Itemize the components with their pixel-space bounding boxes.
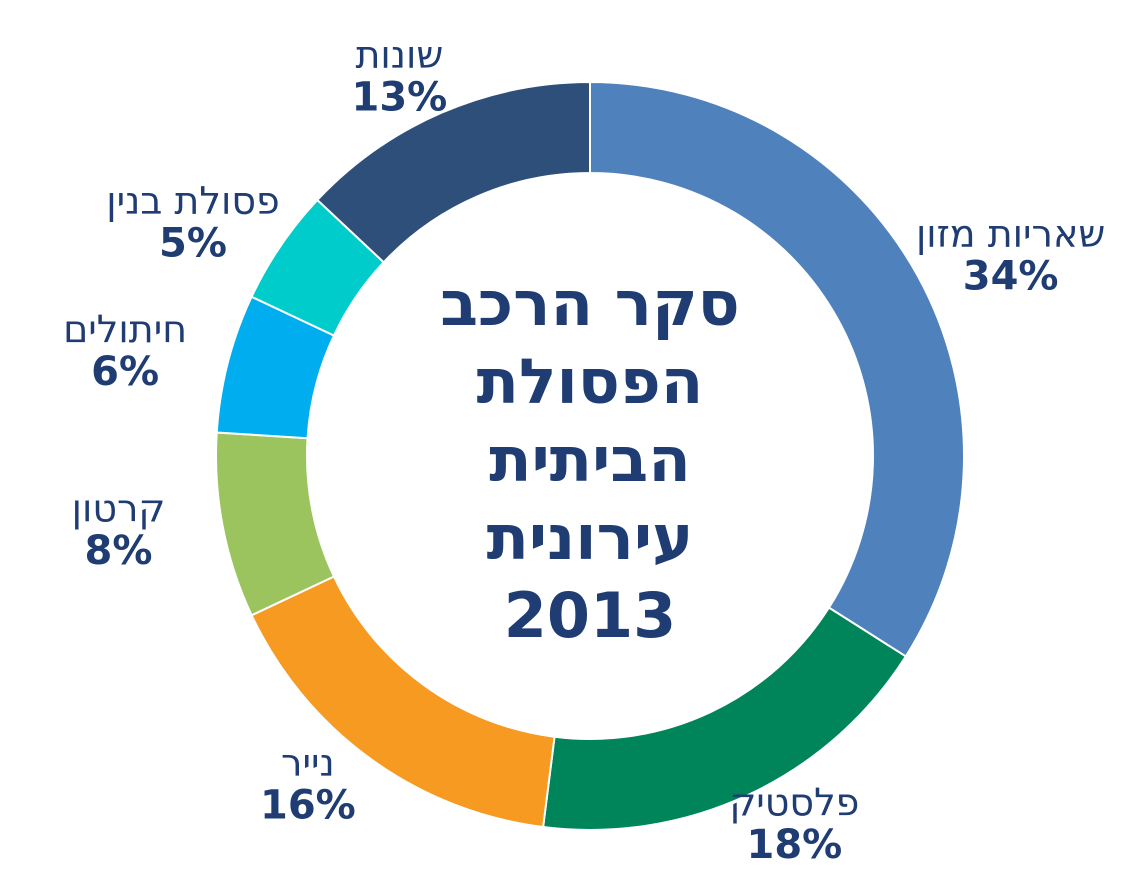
slice-value-label: 16%: [260, 783, 356, 829]
slice-value-label: 8%: [85, 528, 153, 574]
slice-value-label: 34%: [963, 253, 1059, 299]
slice-name: קרטון: [72, 486, 166, 530]
slice-name: נייר: [281, 741, 335, 785]
slice-value-label: 18%: [746, 822, 842, 868]
donut-slice: [589, 80, 965, 658]
slice-name: פלסטיק: [729, 780, 859, 824]
slice-name: פסולת בנין: [106, 179, 279, 223]
chart-title: הפסולת: [477, 345, 704, 418]
donut-slice: [315, 80, 591, 264]
chart-title: 2013: [504, 579, 677, 652]
slice-name: חיתולים: [63, 308, 187, 352]
chart-title: סקר הרכב: [440, 267, 740, 340]
chart-title: הביתית: [489, 423, 691, 496]
chart-title: עירונית: [487, 501, 694, 574]
slice-name: שאריות מזון: [916, 212, 1105, 256]
slice-value-label: 6%: [91, 349, 159, 395]
slice-value-label: 5%: [159, 221, 227, 267]
slice-name: שונות: [355, 33, 443, 77]
slice-value-label: 13%: [351, 75, 447, 121]
